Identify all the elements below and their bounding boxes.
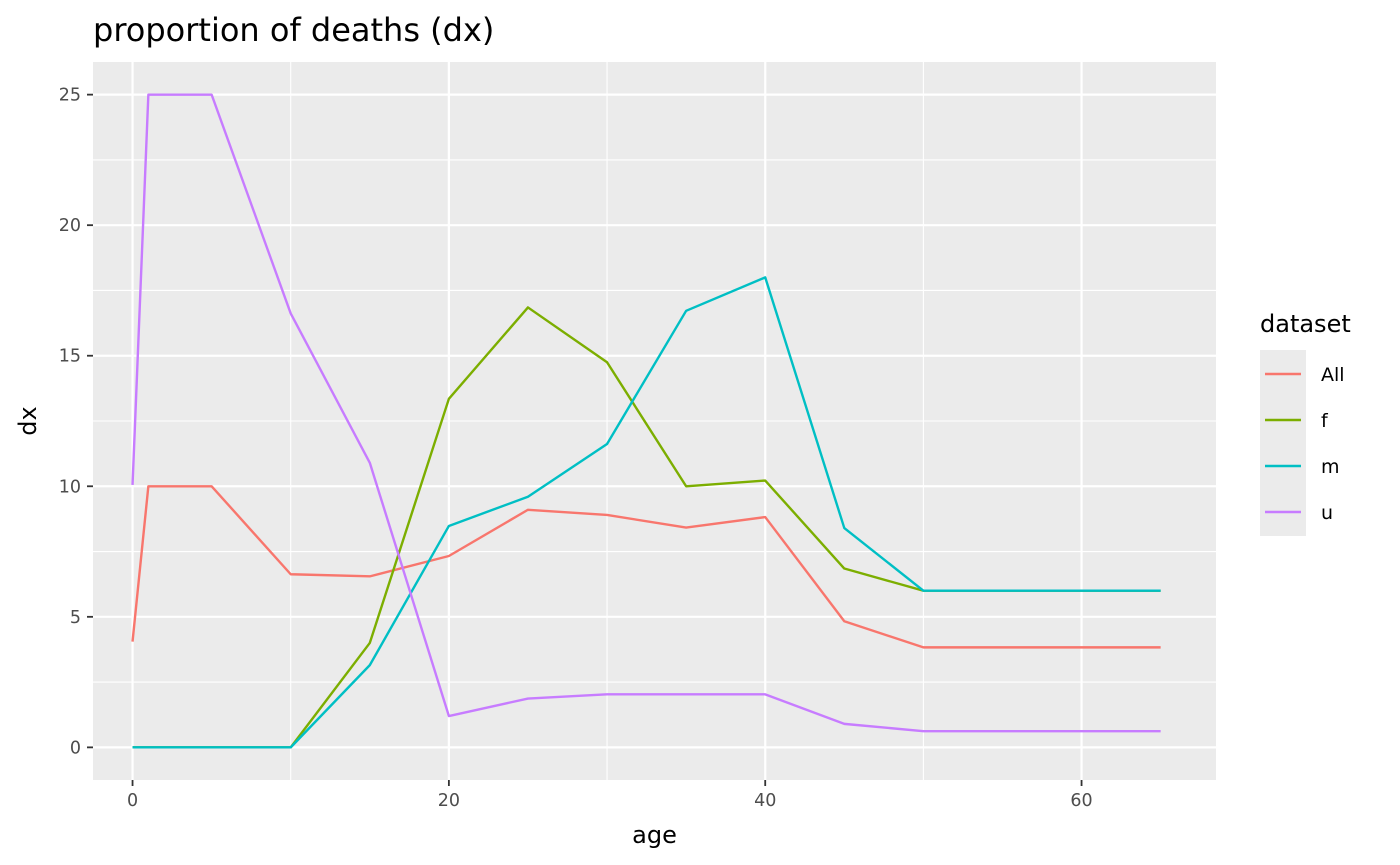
y-axis-title: dx: [14, 406, 42, 435]
y-tick-label: 5: [70, 608, 81, 628]
legend-label-m: m: [1321, 456, 1340, 478]
x-tick-label: 60: [1070, 791, 1092, 811]
series-line-u: [131, 93, 1161, 733]
y-tick-label: 10: [59, 477, 81, 497]
y-tick-label: 20: [59, 216, 81, 236]
series-lines: [131, 93, 1161, 749]
x-tick-label: 0: [127, 791, 138, 811]
x-tick-label: 20: [438, 791, 460, 811]
x-axis-ticks: 0 20 40 60: [127, 780, 1093, 811]
legend-key-background: [1260, 350, 1306, 536]
y-tick-label: 0: [70, 738, 81, 758]
legend-label-u: u: [1321, 502, 1333, 524]
y-tick-label: 15: [59, 347, 81, 367]
series-line-All: [131, 485, 1161, 649]
y-tick-label: 25: [59, 86, 81, 106]
legend-label-All: All: [1321, 364, 1345, 386]
legend-title: dataset: [1260, 310, 1351, 338]
x-axis-title: age: [632, 821, 677, 849]
minor-gridlines: [93, 62, 1216, 780]
y-axis-ticks: 0 5 10 15 20 25: [59, 86, 93, 758]
x-tick-label: 40: [754, 791, 776, 811]
legend-label-f: f: [1321, 410, 1329, 432]
series-line-m: [132, 276, 1161, 749]
chart-title: proportion of deaths (dx): [93, 11, 494, 49]
legend-items: All f m u: [1265, 364, 1345, 524]
legend: dataset All f m u: [1260, 310, 1351, 536]
